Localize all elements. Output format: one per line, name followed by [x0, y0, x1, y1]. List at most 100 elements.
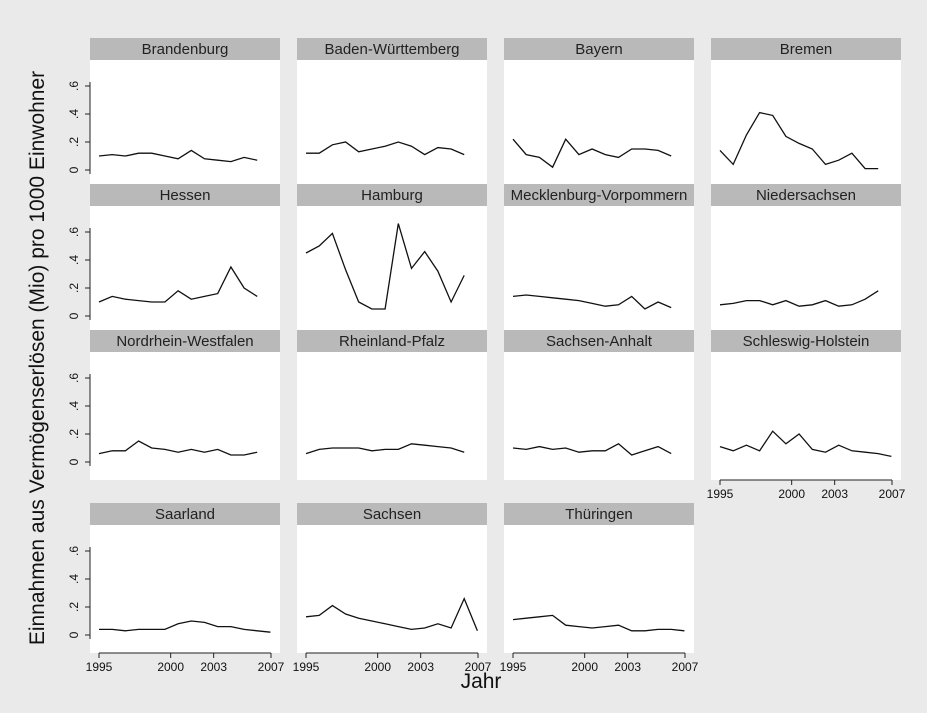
panel-strip [711, 38, 901, 60]
plot-area [711, 206, 901, 334]
y-tick-label: 0 [67, 312, 81, 319]
y-tick-label: .6 [67, 373, 81, 383]
x-tick-label: 2007 [465, 660, 492, 674]
y-tick-label: .6 [67, 227, 81, 237]
panel-sachsen: Sachsen 1995 2000 2003 2007 [293, 503, 492, 674]
panel-title: Niedersachsen [756, 187, 856, 204]
panel-bayern: Bayern [504, 38, 694, 188]
panel-title: Schleswig-Holstein [743, 333, 870, 350]
panel-th-ringen: Thüringen 1995 2000 2003 2007 [500, 503, 699, 674]
panel-bremen: Bremen [711, 38, 901, 188]
y-tick-label: .2 [67, 429, 81, 439]
plot-area [90, 206, 280, 334]
panel-title: Sachsen-Anhalt [546, 333, 653, 350]
series-line [305, 596, 479, 632]
panel-title: Hessen [160, 187, 211, 204]
panel-strip [711, 330, 901, 352]
panel-strip [297, 184, 487, 206]
panel-strip [90, 184, 280, 206]
x-tick-label: 2003 [614, 660, 641, 674]
series-line [719, 430, 892, 458]
plot-area [504, 60, 694, 188]
panel-strip [504, 38, 694, 60]
panel-strip [297, 503, 487, 525]
y-tick-label: .2 [67, 283, 81, 293]
panel-strip [90, 503, 280, 525]
panel-title: Baden-Württemberg [324, 41, 459, 58]
panel-strip [297, 330, 487, 352]
plot-area [90, 352, 280, 480]
panel-saarland: Saarland 0 .2 .4 .6 1995 2000 2003 2007 [67, 503, 285, 674]
x-tick-label: 2007 [672, 660, 699, 674]
x-tick-label: 2007 [258, 660, 285, 674]
x-tick-label: 2003 [407, 660, 434, 674]
plot-area [297, 206, 487, 334]
series-line [512, 614, 685, 632]
panel-brandenburg: Brandenburg 0 .2 .4 .6 [67, 38, 280, 188]
panel-strip [504, 184, 694, 206]
panel-title: Hamburg [361, 187, 423, 204]
panel-title: Sachsen [363, 506, 421, 523]
panel-sachsen-anhalt: Sachsen-Anhalt [504, 330, 694, 480]
x-tick-label: 2000 [364, 660, 391, 674]
x-tick-label: 2000 [571, 660, 598, 674]
x-axis-title: Jahr [461, 670, 502, 693]
plot-area [504, 525, 694, 653]
y-tick-label: .4 [67, 109, 81, 119]
panel-title: Bremen [780, 41, 833, 58]
panels-group: Brandenburg 0 .2 .4 .6 Baden-Württemberg Bayer… [67, 38, 906, 674]
plot-area [297, 352, 487, 480]
panel-niedersachsen: Niedersachsen [711, 184, 901, 334]
plot-area [297, 60, 487, 188]
panel-strip [504, 503, 694, 525]
panel-title: Rheinland-Pfalz [339, 333, 445, 350]
panel-title: Bayern [575, 41, 623, 58]
plot-area [711, 60, 901, 188]
series-line [99, 620, 271, 633]
panel-strip [711, 184, 901, 206]
y-tick-label: .6 [67, 546, 81, 556]
panel-title: Saarland [155, 506, 215, 523]
panel-rheinland-pfalz: Rheinland-Pfalz [297, 330, 487, 480]
x-tick-label: 1995 [707, 487, 734, 501]
panel-strip [90, 38, 280, 60]
y-tick-label: .4 [67, 401, 81, 411]
y-tick-label: 0 [67, 166, 81, 173]
panel-strip [297, 38, 487, 60]
y-tick-label: .2 [67, 602, 81, 612]
panel-schleswig-holstein: Schleswig-Holstein 1995 2000 2003 2007 [707, 330, 906, 501]
panel-mecklenburg-vorpommern: Mecklenburg-Vorpommern [504, 184, 694, 334]
x-tick-label: 2000 [157, 660, 184, 674]
panel-hessen: Hessen 0 .2 .4 .6 [67, 184, 280, 334]
panel-title: Mecklenburg-Vorpommern [511, 187, 688, 204]
panel-nordrhein-westfalen: Nordrhein-Westfalen 0 .2 .4 .6 [67, 330, 280, 480]
x-tick-label: 1995 [500, 660, 527, 674]
plot-area [90, 525, 280, 653]
x-tick-label: 2003 [821, 487, 848, 501]
y-tick-label: .4 [67, 574, 81, 584]
plot-area [711, 352, 901, 480]
x-tick-label: 2003 [200, 660, 227, 674]
panel-strip [90, 330, 280, 352]
panel-hamburg: Hamburg [297, 184, 487, 334]
y-tick-label: 0 [67, 458, 81, 465]
x-tick-label: 2000 [778, 487, 805, 501]
y-axis-title: Einnahmen aus Vermögenserlösen (Mio) pro… [26, 71, 49, 645]
x-tick-label: 1995 [293, 660, 320, 674]
panel-strip [504, 330, 694, 352]
panel-baden-w-rttemberg: Baden-Württemberg [297, 38, 487, 188]
panel-title: Brandenburg [142, 41, 229, 58]
plot-area [504, 206, 694, 334]
panel-title: Thüringen [565, 506, 633, 523]
x-tick-label: 2007 [879, 487, 906, 501]
panel-title: Nordrhein-Westfalen [116, 333, 253, 350]
plot-area [90, 60, 280, 188]
plot-area [504, 352, 694, 480]
y-tick-label: .6 [67, 81, 81, 91]
y-tick-label: 0 [67, 631, 81, 638]
y-tick-label: .4 [67, 255, 81, 265]
y-tick-label: .2 [67, 137, 81, 147]
plot-area [297, 525, 487, 653]
x-tick-label: 1995 [86, 660, 113, 674]
